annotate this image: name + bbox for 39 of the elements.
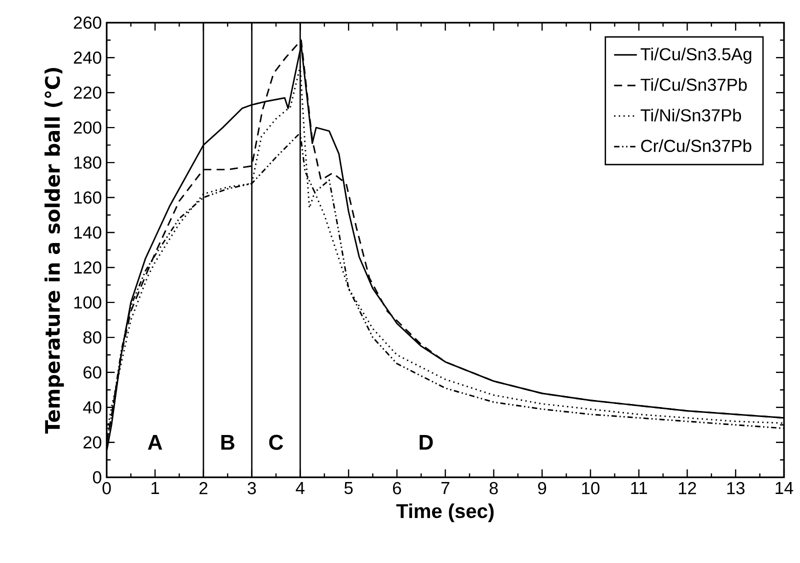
x-tick-label: 14 — [776, 482, 794, 494]
x-tick-label: 6 — [393, 482, 402, 494]
y-tick-label: 220 — [74, 86, 102, 99]
x-tick-label: 8 — [490, 482, 498, 494]
x-tick-label: 1 — [152, 482, 160, 494]
y-tick-label: 240 — [74, 52, 102, 64]
x-tick-label: 13 — [727, 482, 745, 494]
y-tick-label: 180 — [74, 156, 102, 169]
y-tick-label: 100 — [74, 296, 102, 309]
x-tick-label: 12 — [678, 482, 696, 494]
y-tick-label: 120 — [74, 262, 102, 274]
y-tick-label: 140 — [74, 226, 102, 239]
x-tick-label: 7 — [441, 482, 450, 494]
legend-label: Cr/Cu/Sn37Pb — [641, 139, 752, 152]
y-tick-label: 260 — [74, 16, 102, 29]
y-tick-label: 20 — [84, 436, 102, 449]
annotation: D — [420, 435, 433, 450]
x-tick-label: 4 — [296, 482, 305, 494]
x-tick-label: 10 — [582, 482, 600, 494]
legend-label: Ti/Cu/Sn3.5Ag — [640, 48, 752, 64]
annotation: B — [221, 435, 234, 450]
x-tick-label: 9 — [538, 482, 546, 494]
legend-label: Ti/Cu/Sn37Pb — [640, 78, 747, 92]
annotation: A — [148, 435, 162, 450]
y-tick-label: 60 — [84, 366, 102, 379]
x-tick-label: 3 — [248, 482, 256, 494]
x-tick-label: 5 — [344, 482, 353, 494]
x-axis-title: Time (sec) — [396, 504, 494, 522]
annotation: C — [269, 434, 284, 450]
y-tick-label: 0 — [92, 471, 102, 484]
legend-label: Ti/Ni/Sn37Pb — [640, 108, 742, 122]
x-tick-label: 0 — [102, 482, 111, 494]
y-axis-title: Temperature in a solder ball (℃) — [44, 68, 64, 434]
y-tick-label: 40 — [83, 401, 102, 414]
y-tick-label: 80 — [83, 331, 102, 344]
x-tick-label: 2 — [199, 482, 208, 494]
x-tick-label: 11 — [631, 482, 648, 494]
y-tick-label: 200 — [74, 122, 102, 134]
y-tick-label: 160 — [74, 192, 102, 204]
